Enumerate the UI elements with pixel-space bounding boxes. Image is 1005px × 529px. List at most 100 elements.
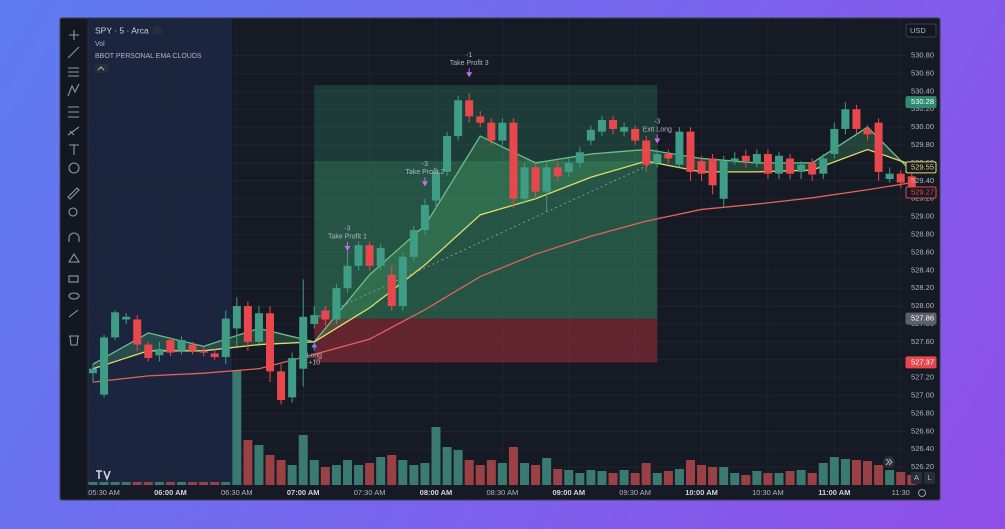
collapse-button[interactable] (95, 64, 108, 73)
pattern-tool[interactable] (67, 83, 80, 97)
volume-bar (752, 471, 762, 485)
x-tick-label: 11:00 AM (818, 488, 850, 497)
volume-bar (486, 460, 496, 485)
volume-bar (342, 460, 352, 485)
y-tick-label: 529.00 (911, 212, 934, 221)
settings-icon[interactable] (917, 488, 927, 498)
candle-body (531, 167, 540, 192)
volume-bar (387, 455, 397, 485)
zoom-tool[interactable] (68, 207, 78, 217)
y-tick-label: 527.00 (911, 391, 934, 400)
volume-bar (132, 482, 142, 485)
trade-qty: +10 (308, 359, 320, 366)
trade-label: Long (306, 352, 322, 359)
volume-bar (165, 482, 175, 485)
crosshair-tool[interactable] (69, 30, 79, 40)
candle-body (830, 128, 839, 154)
trade-qty: -3 (422, 161, 428, 168)
link-tool[interactable] (68, 309, 79, 318)
y-tick-label: 530.80 (911, 51, 934, 60)
volume-bar (586, 470, 596, 485)
price-label-box (905, 312, 937, 325)
trade-arrow (421, 181, 428, 187)
candle-body (343, 265, 352, 289)
currency-box[interactable] (905, 23, 937, 38)
candle-body (653, 153, 662, 163)
ruler-tool[interactable] (67, 187, 80, 200)
candle-body (686, 131, 695, 172)
volume-bar (863, 461, 873, 485)
volume-bar (508, 447, 518, 485)
y-tick-label: 530.40 (911, 86, 934, 95)
candle-body (111, 312, 120, 338)
projection-tool[interactable] (68, 106, 79, 118)
candle-body (808, 162, 817, 175)
candle-body (155, 349, 164, 356)
candle-body (232, 306, 241, 329)
magnet-tool[interactable] (68, 232, 80, 242)
brush-tool[interactable] (67, 126, 80, 136)
volume-bar (597, 471, 607, 485)
candle-body (874, 122, 883, 172)
y-tick-label: 529.80 (911, 140, 934, 149)
candle-body (310, 315, 319, 324)
toolbar (61, 19, 88, 499)
trade-qty: -1 (466, 52, 472, 59)
hide-tool[interactable] (68, 292, 80, 300)
y-tick-label: 527.60 (911, 337, 934, 346)
x-tick-label: 08:00 AM (420, 488, 453, 497)
volume-bar (896, 472, 906, 485)
candle-body (896, 173, 905, 183)
legend-toggle[interactable] (153, 27, 162, 35)
volume-bar (99, 482, 109, 485)
volume-bar (420, 463, 430, 485)
candle-body (797, 164, 806, 172)
price-label: 527.86 (911, 314, 934, 323)
candle-body (597, 119, 606, 132)
fib-tool[interactable] (68, 67, 79, 77)
ema-line (92, 126, 913, 365)
volume-bar (542, 458, 552, 485)
volume-bar (199, 482, 209, 485)
candle-body (697, 161, 706, 174)
volume-bar (885, 470, 895, 485)
y-tick-label: 526.40 (911, 444, 934, 453)
delete-tool[interactable] (69, 335, 79, 346)
ema-line (92, 148, 912, 370)
y-tick-label: 528.60 (911, 247, 934, 256)
candle-body (841, 109, 850, 129)
candle-body (387, 274, 396, 307)
volume-bar (730, 473, 740, 485)
candle-body (852, 109, 861, 129)
volume-bar (176, 482, 186, 485)
trendline-tool[interactable] (67, 46, 80, 59)
candle-body (885, 173, 894, 180)
candle-body (332, 288, 341, 320)
text-tool[interactable] (69, 144, 79, 155)
volume-bar (741, 475, 751, 485)
volume-bar (243, 440, 253, 485)
volume-bar (630, 473, 640, 485)
price-label-box (905, 96, 937, 109)
volume-bar (331, 465, 341, 485)
volume-bar (531, 465, 541, 485)
emoji-tool[interactable] (68, 162, 80, 174)
lock-tool[interactable] (68, 275, 79, 283)
candle-body (775, 155, 784, 174)
scroll-icon (885, 458, 893, 466)
candle-body (786, 158, 795, 174)
volume-bar (232, 370, 242, 485)
volume-bar (276, 460, 286, 485)
volume-bar (121, 482, 131, 485)
volume-bar (652, 473, 662, 485)
x-tick-label: 07:30 AM (354, 488, 386, 497)
trade-qty: -3 (654, 118, 660, 125)
trade-qty: -3 (344, 226, 350, 233)
draw-mode-tool[interactable] (68, 252, 80, 263)
volume-bar (442, 447, 452, 485)
candle-body (266, 313, 275, 372)
x-tick-label: 10:30 AM (752, 488, 784, 497)
scale-button[interactable] (911, 472, 922, 484)
scale-button[interactable] (924, 472, 935, 484)
volume-bar (719, 467, 729, 485)
